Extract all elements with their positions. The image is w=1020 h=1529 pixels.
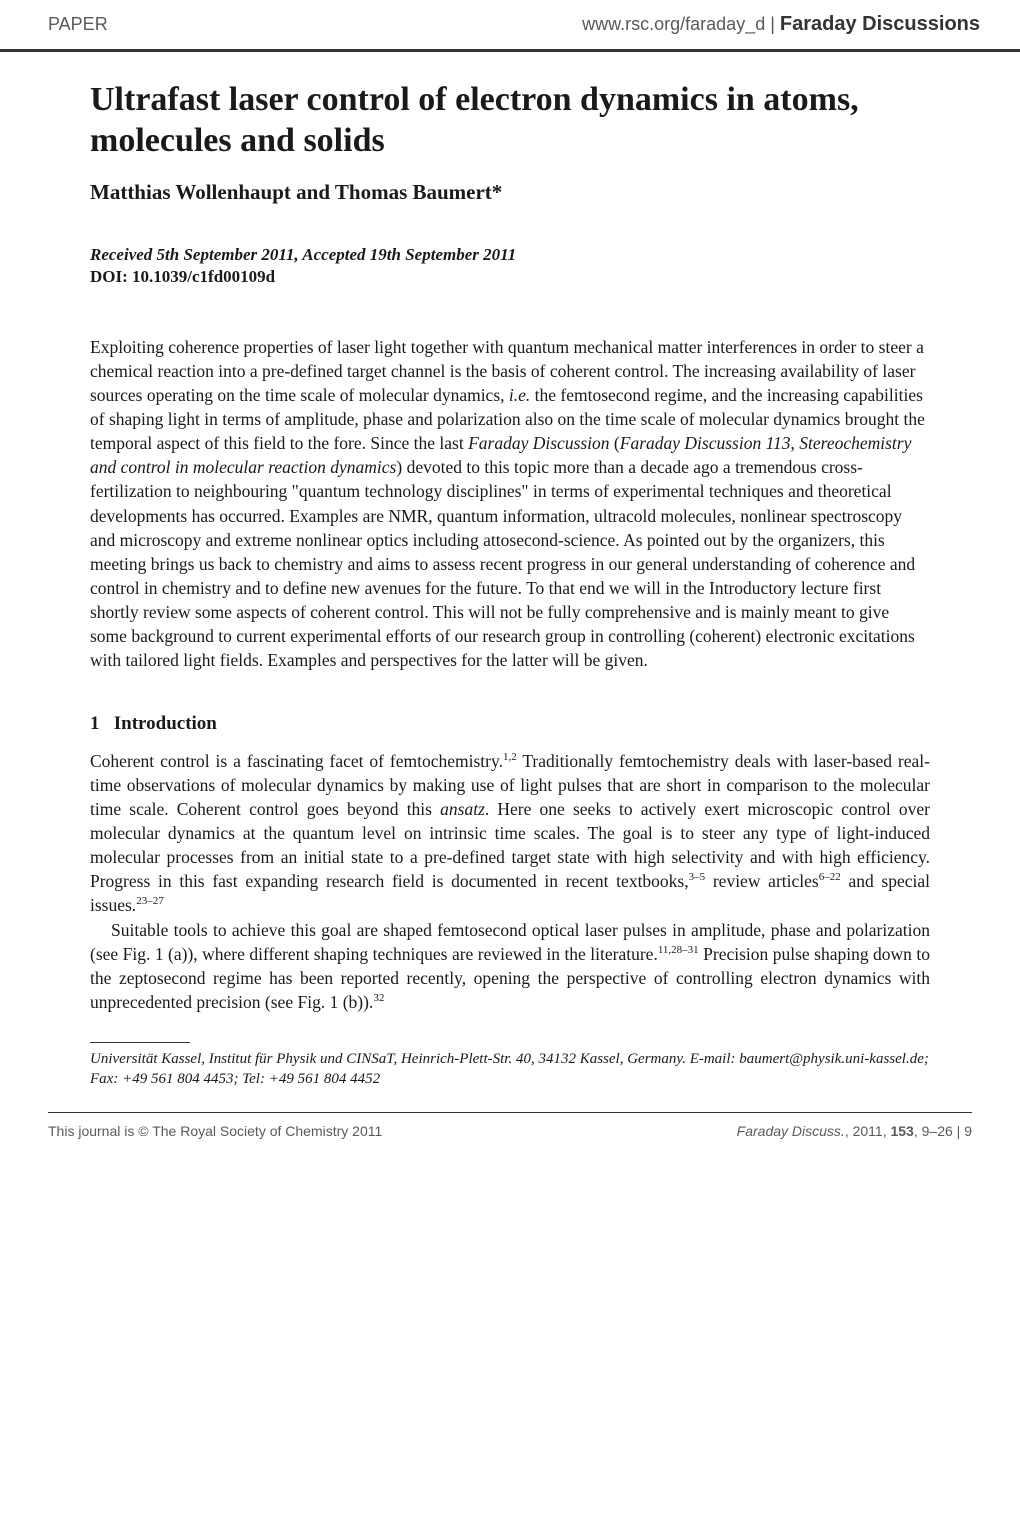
section-heading: 1 Introduction [90,713,930,735]
section-number: 1 [90,713,100,734]
citation-year: 2011 [853,1123,883,1139]
body-paragraph: Coherent control is a fascinating facet … [90,749,930,918]
section-label: PAPER [48,14,108,35]
copyright: This journal is © The Royal Society of C… [48,1123,382,1139]
footer: This journal is © The Royal Society of C… [0,1113,1020,1167]
affiliation-rule [90,1042,190,1043]
doi-line: DOI: 10.1039/c1fd00109d [90,267,930,287]
received-line: Received 5th September 2011, Accepted 19… [90,245,930,265]
body-paragraph: Suitable tools to achieve this goal are … [90,918,930,1015]
abstract: Exploiting coherence properties of laser… [90,335,930,673]
paper-title: Ultrafast laser control of electron dyna… [90,80,930,162]
citation: Faraday Discuss., 2011, 153, 9–26 | 9 [737,1123,972,1139]
page-number: 9 [964,1123,972,1139]
header-right: www.rsc.org/faraday_d | Faraday Discussi… [582,13,980,36]
citation-journal: Faraday Discuss. [737,1123,845,1139]
header-bar: PAPER www.rsc.org/faraday_d | Faraday Di… [0,0,1020,52]
doi-label: DOI: [90,267,132,286]
page: PAPER www.rsc.org/faraday_d | Faraday Di… [0,0,1020,1167]
content: Ultrafast laser control of electron dyna… [0,52,1020,1043]
doi-value: 10.1039/c1fd00109d [132,267,275,286]
citation-volume: 153 [890,1123,913,1139]
journal-name: Faraday Discussions [780,13,980,35]
header-url: www.rsc.org/faraday_d [582,14,765,34]
affiliation: Universität Kassel, Institut für Physik … [0,1049,1020,1112]
header-separator: | [765,14,780,34]
section-title: Introduction [114,713,217,734]
citation-pages: 9–26 [922,1123,953,1139]
author-list: Matthias Wollenhaupt and Thomas Baumert* [90,180,930,205]
